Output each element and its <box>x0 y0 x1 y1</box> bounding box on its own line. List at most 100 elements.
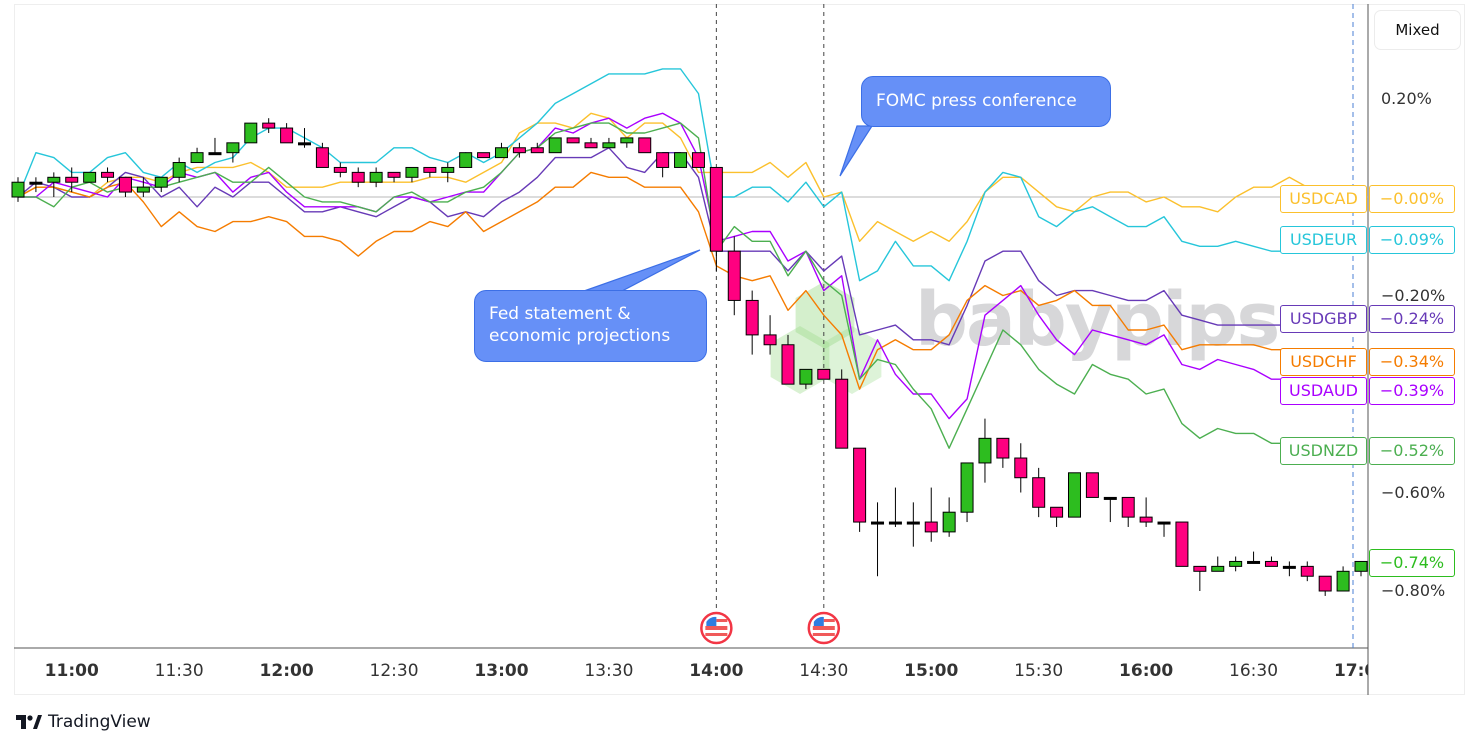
candle <box>136 177 150 197</box>
candle <box>674 152 688 168</box>
candle <box>244 122 258 144</box>
candle <box>1067 472 1081 518</box>
candle-body <box>1067 472 1081 518</box>
series-value-label: −0.39% <box>1369 377 1455 405</box>
candle <box>799 368 813 390</box>
candle <box>602 137 616 149</box>
candle <box>1211 556 1225 572</box>
candle <box>29 177 43 193</box>
candle <box>566 137 580 144</box>
candle-body <box>584 142 598 149</box>
candle <box>1318 575 1332 596</box>
candle <box>226 142 240 163</box>
candle <box>817 368 831 380</box>
candle-body <box>745 299 759 336</box>
time-tick-label: 15:30 <box>1014 661 1064 681</box>
tradingview-logo[interactable]: TradingView <box>16 712 151 732</box>
candle-body <box>172 162 186 178</box>
event-markers[interactable] <box>700 611 841 645</box>
series-name-label[interactable]: USDEUR <box>1280 226 1367 254</box>
candle <box>1247 551 1261 564</box>
tradingview-logo-text: TradingView <box>48 712 151 732</box>
fed-callout-pointer <box>583 249 701 292</box>
candle <box>691 152 705 168</box>
candle <box>1014 443 1028 493</box>
candle-body <box>298 142 312 146</box>
candle-body <box>978 437 992 464</box>
candle-body <box>154 176 168 188</box>
candle-body <box>136 186 150 193</box>
candle-body <box>1014 457 1028 479</box>
candle-body <box>315 147 329 168</box>
time-axis[interactable]: 11:00 11:30 12:00 12:30 13:00 13:30 14:00 14:30… <box>14 650 1368 694</box>
candle <box>530 142 544 154</box>
candle-body <box>602 142 616 149</box>
candle-body <box>530 147 544 154</box>
candle <box>1282 561 1296 577</box>
price-tick-label: −0.20% <box>1381 285 1446 305</box>
candle <box>871 502 885 577</box>
candle <box>1175 521 1189 567</box>
flag-canton <box>706 616 717 626</box>
candle-body <box>1175 521 1189 567</box>
candle-body <box>709 166 723 252</box>
series-name-label[interactable]: USDNZD <box>1280 437 1367 465</box>
candle-body <box>11 181 25 198</box>
candle-body <box>1354 560 1368 572</box>
candle <box>459 152 473 168</box>
candle-body <box>226 142 240 154</box>
time-tick-label: 14:00 <box>689 661 744 681</box>
candle <box>853 447 867 532</box>
candle-body <box>512 147 526 154</box>
candle <box>208 137 222 156</box>
candle <box>369 167 383 188</box>
candle-body <box>674 152 688 168</box>
time-tick-label: 14:30 <box>799 661 849 681</box>
series-value-label: −0.34% <box>1369 348 1455 376</box>
candle-body <box>1085 472 1099 498</box>
candle <box>423 166 437 178</box>
candle-body <box>1211 565 1225 572</box>
tradingview-logo-icon <box>16 715 42 729</box>
candle <box>172 157 186 183</box>
scale-mode-button[interactable]: Mixed <box>1374 10 1461 50</box>
flag-stripes <box>812 619 835 636</box>
candle <box>1157 521 1171 537</box>
price-tick-label: −0.80% <box>1381 581 1446 600</box>
candle-body <box>101 171 115 178</box>
fomc-press-callout[interactable]: FOMC press conference <box>861 76 1111 127</box>
candle <box>118 176 132 197</box>
time-tick-label: 16:00 <box>1119 661 1174 681</box>
candle <box>942 497 956 537</box>
candle <box>477 152 491 159</box>
candles <box>11 118 1368 596</box>
comparison-lines <box>17 68 1362 454</box>
callout-pointers <box>583 125 874 292</box>
series-name-label[interactable]: USDAUD <box>1280 377 1367 405</box>
series-line-usdcad <box>17 112 1361 243</box>
fed-statement-callout[interactable]: Fed statement & economic projections <box>474 290 707 362</box>
series-name-label[interactable]: USDGBP <box>1280 305 1367 333</box>
us-flag-icon[interactable] <box>700 611 733 645</box>
candle <box>745 290 759 355</box>
candle <box>83 171 97 183</box>
candle-body <box>1121 496 1135 518</box>
time-tick-label: 17:00 <box>1333 661 1368 681</box>
series-name-label[interactable]: USDCAD <box>1280 185 1367 213</box>
candle-body <box>244 122 258 144</box>
series-name-label[interactable]: USDCHF <box>1280 348 1367 376</box>
candle <box>154 176 168 193</box>
candle-body <box>190 152 204 164</box>
candle-body <box>333 166 347 173</box>
candle <box>280 123 294 144</box>
time-tick-label: 12:30 <box>369 661 419 681</box>
candle-body <box>1247 560 1261 564</box>
us-flag-icon[interactable] <box>807 611 841 645</box>
candle <box>1300 561 1314 582</box>
candle-body <box>494 147 508 159</box>
price-tick-label: 0.20% <box>1381 88 1432 108</box>
candle-body <box>853 447 867 523</box>
candle <box>494 142 508 159</box>
candle <box>996 437 1010 468</box>
